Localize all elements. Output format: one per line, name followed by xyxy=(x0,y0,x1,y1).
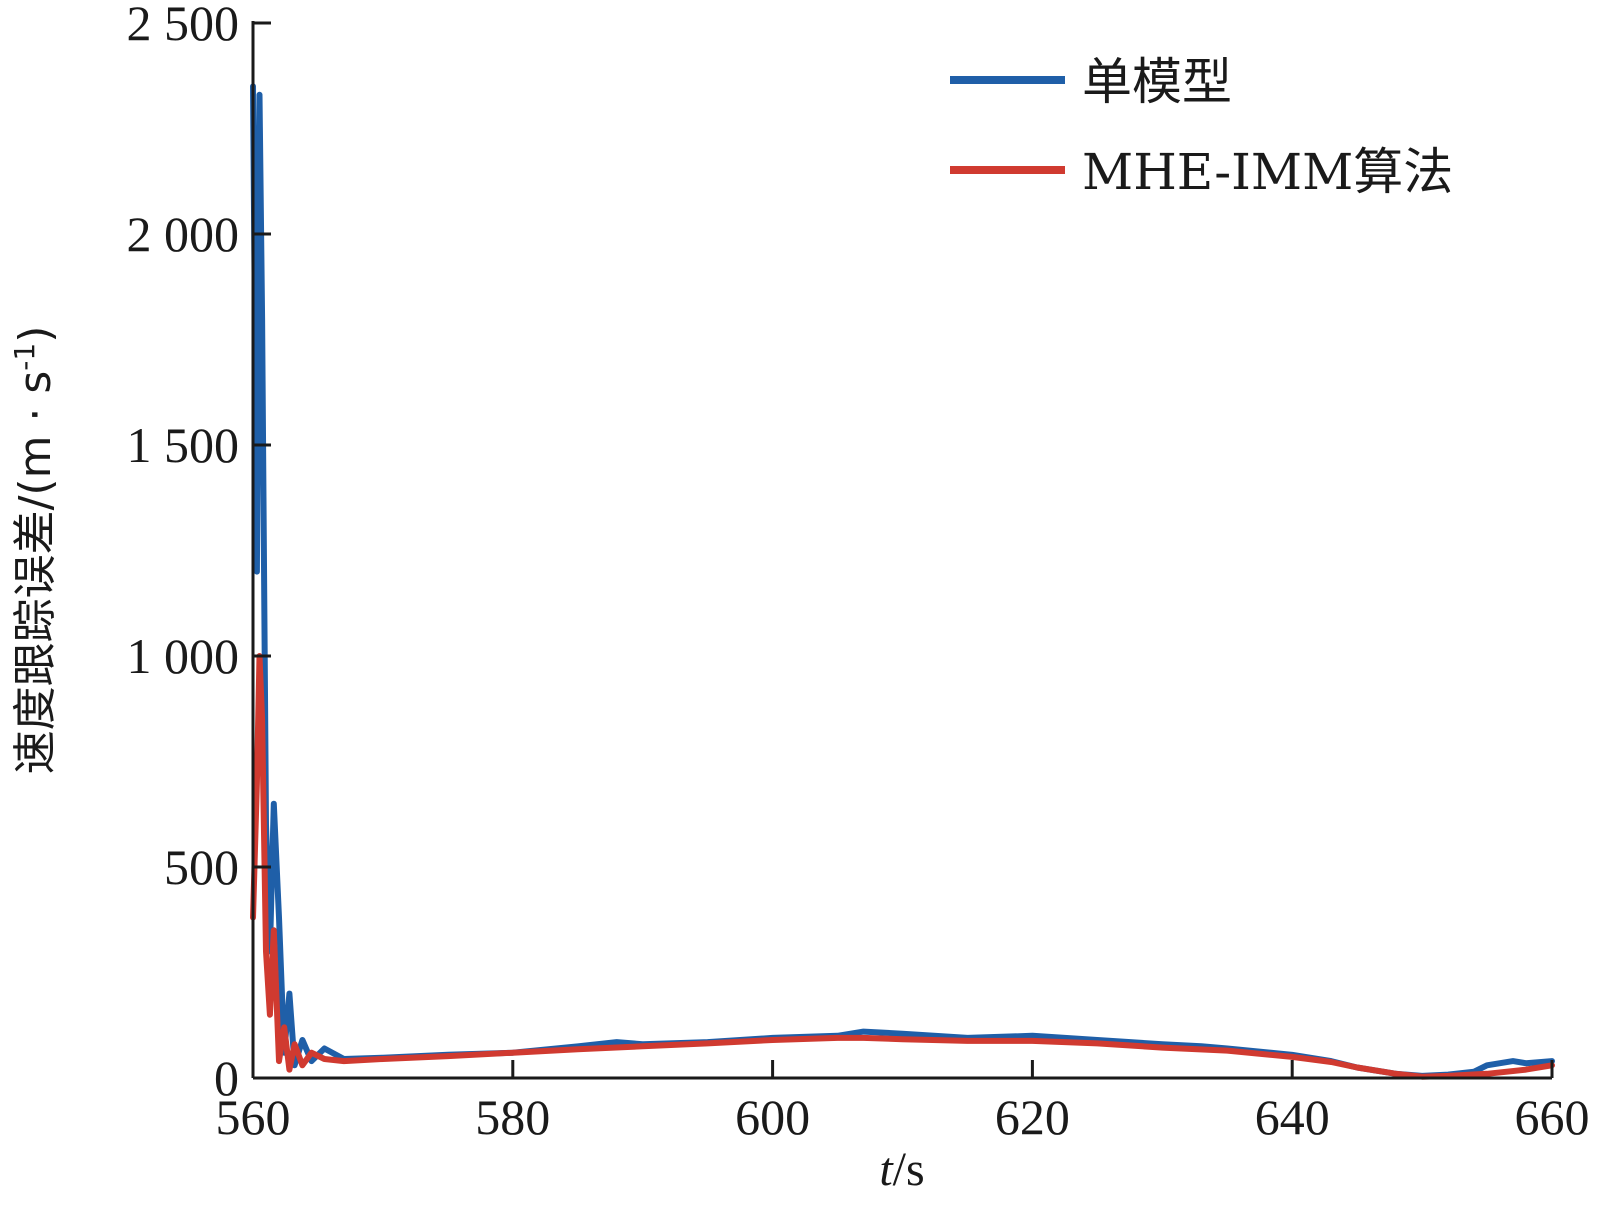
x-tick-label: 600 xyxy=(735,1089,810,1145)
x-tick-label: 620 xyxy=(995,1089,1070,1145)
y-axis-title-superscript: -1 xyxy=(8,343,41,371)
y-tick-label: 1 000 xyxy=(127,628,240,684)
legend-label-mhe-imm: MHE-IMM算法 xyxy=(1082,143,1453,201)
x-tick-label: 580 xyxy=(475,1089,550,1145)
y-tick-label: 0 xyxy=(214,1050,239,1106)
legend: 单模型 MHE-IMM算法 xyxy=(950,53,1453,201)
ticks-layer: 560 580 600 620 640 660 0 500 1 000 1 500 2 000 2 5… xyxy=(127,0,1590,1145)
x-tick-label: 560 xyxy=(216,1089,291,1145)
x-tick-label: 660 xyxy=(1515,1089,1590,1145)
y-axis-title: 速度跟踪误差/(m · s-1) xyxy=(8,326,61,775)
y-tick-label: 2 500 xyxy=(127,0,240,51)
y-tick-label: 500 xyxy=(164,839,239,895)
series-line-mhe-imm xyxy=(250,653,1555,1080)
y-axis-title-close: ) xyxy=(10,326,61,343)
y-tick-label: 1 500 xyxy=(127,417,240,473)
legend-label-single-model: 单模型 xyxy=(1082,53,1232,111)
x-tick-label: 640 xyxy=(1255,1089,1330,1145)
x-axis-title: t/s xyxy=(879,1143,924,1196)
y-tick-label: 2 000 xyxy=(127,206,240,262)
series-layer xyxy=(250,83,1555,1080)
series-line-single-model xyxy=(250,83,1555,1079)
